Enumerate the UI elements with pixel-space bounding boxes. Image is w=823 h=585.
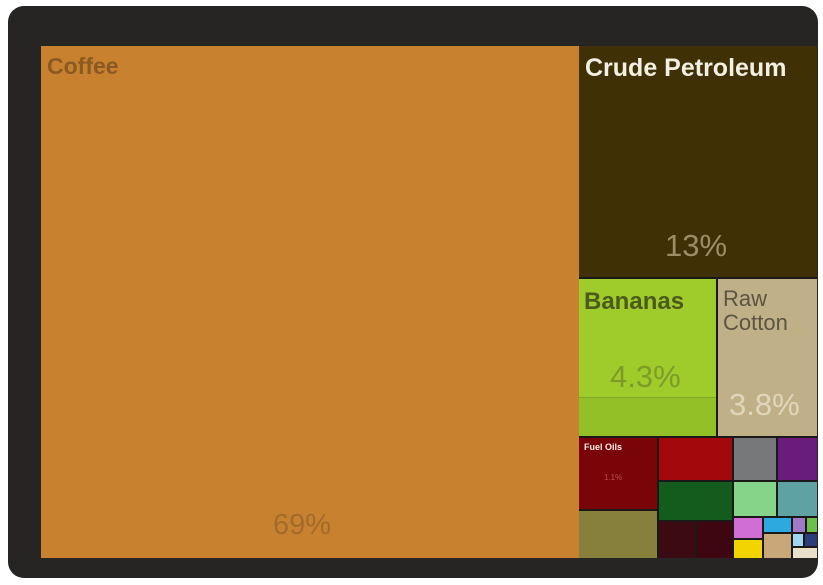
- tile-crude-petroleum[interactable]: Crude Petroleum 13%: [579, 46, 817, 277]
- tile-fuel-oils[interactable]: Fuel Oils 1.1%: [579, 438, 657, 509]
- tile-minor-lightgreen[interactable]: [734, 482, 776, 516]
- tile-bananas-subdivision: [579, 397, 716, 436]
- treemap: Coffee 69% Crude Petroleum 13% Bananas 4…: [41, 46, 817, 558]
- tile-minor-olive[interactable]: [579, 511, 657, 558]
- tile-minor-grey[interactable]: [734, 438, 776, 480]
- tile-bananas-value: 4.3%: [610, 359, 681, 394]
- tile-bananas[interactable]: Bananas 4.3%: [579, 279, 716, 436]
- tile-minor-green[interactable]: [807, 518, 817, 532]
- tile-minor-tan[interactable]: [764, 534, 791, 558]
- tile-minor-maroon-2[interactable]: [697, 522, 732, 558]
- tile-bananas-name: Bananas: [584, 288, 685, 315]
- tile-minor-magenta[interactable]: [734, 518, 762, 538]
- tile-fuel-oils-value: 1.1%: [604, 473, 623, 482]
- tile-minor-yellow[interactable]: [734, 540, 762, 558]
- tile-minor-cream[interactable]: [793, 548, 817, 558]
- tile-coffee[interactable]: Coffee 69%: [41, 46, 579, 558]
- chart-frame: Coffee 69% Crude Petroleum 13% Bananas 4…: [8, 6, 818, 578]
- tile-fuel-oils-name: Fuel Oils: [584, 442, 623, 452]
- tile-minor-navy[interactable]: [805, 534, 817, 546]
- tile-minor-violet[interactable]: [793, 518, 805, 532]
- tile-minor-teal[interactable]: [778, 482, 817, 516]
- tile-crude-petroleum-value: 13%: [665, 228, 728, 263]
- tile-raw-cotton-name: Raw Cotton: [723, 286, 788, 336]
- tile-minor-darkgreen[interactable]: [659, 482, 732, 520]
- tile-coffee-name: Coffee: [47, 53, 119, 79]
- tile-minor-red-1[interactable]: [659, 438, 732, 480]
- tile-minor-maroon-1[interactable]: [659, 522, 695, 558]
- tile-crude-petroleum-name: Crude Petroleum: [585, 54, 787, 82]
- tile-raw-cotton[interactable]: Raw Cotton 3.8%: [718, 279, 817, 436]
- tile-raw-cotton-value: 3.8%: [729, 387, 800, 422]
- tile-coffee-value: 69%: [273, 509, 332, 541]
- tile-minor-purple[interactable]: [778, 438, 817, 480]
- tile-minor-sky[interactable]: [793, 534, 803, 546]
- tile-minor-cyan[interactable]: [764, 518, 791, 532]
